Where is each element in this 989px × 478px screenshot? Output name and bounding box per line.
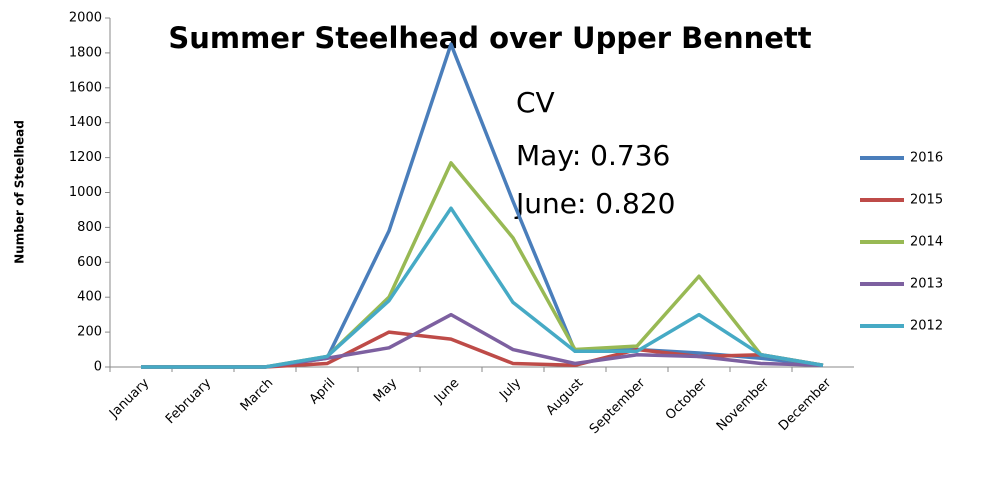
x-tick-label: June (431, 376, 462, 407)
x-tick-label: November (714, 375, 773, 434)
legend-label: 2012 (910, 319, 943, 334)
y-tick-label: 1200 (69, 150, 102, 165)
x-tick-label: January (106, 375, 152, 421)
y-tick-label: 1800 (69, 45, 102, 60)
legend-label: 2014 (910, 235, 943, 250)
series-line (141, 206, 824, 369)
x-tick-label: July (496, 375, 524, 403)
legend-label: 2013 (910, 277, 943, 292)
x-tick-label: October (663, 375, 711, 423)
y-tick-label: 1600 (69, 80, 102, 95)
chart-title: Summer Steelhead over Upper Bennett (168, 21, 811, 55)
annotation: June: 0.820 (514, 187, 675, 220)
legend-label: 2016 (910, 151, 943, 166)
annotation: CV (516, 86, 555, 119)
annotation: May: 0.736 (516, 139, 670, 172)
y-tick-label: 2000 (69, 11, 102, 26)
series-line (141, 42, 824, 369)
y-tick-label: 1400 (69, 115, 102, 130)
x-tick-label: February (163, 375, 215, 427)
series-line (141, 161, 824, 369)
y-tick-label: 0 (94, 360, 102, 375)
legend-label: 2015 (910, 193, 943, 208)
y-tick-label: 800 (77, 220, 102, 235)
x-tick-label: August (544, 376, 587, 419)
y-tick-label: 200 (77, 325, 102, 340)
x-tick-label: March (238, 376, 277, 415)
x-tick-label: September (587, 375, 649, 437)
y-axis-label: Number of Steelhead (13, 120, 27, 264)
y-tick-label: 400 (77, 290, 102, 305)
x-tick-label: May (371, 375, 401, 405)
x-tick-label: December (776, 375, 835, 434)
y-tick-label: 1000 (69, 185, 102, 200)
series-line (141, 330, 824, 369)
series-line (141, 312, 824, 369)
y-tick-label: 600 (77, 255, 102, 270)
x-tick-label: April (307, 376, 339, 408)
